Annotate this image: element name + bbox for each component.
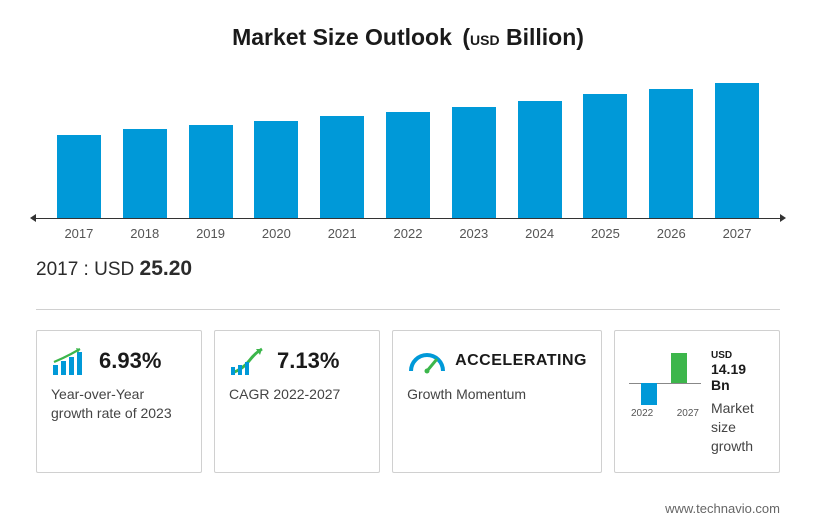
bar	[518, 101, 562, 219]
bar	[583, 94, 627, 219]
card-size-growth: 2022 2027 USD 14.19 Bn Market size growt…	[614, 330, 780, 473]
bar	[189, 125, 233, 219]
chart-container: Market Size Outlook (USD Billion) 201720…	[0, 0, 816, 473]
x-tick-label: 2018	[112, 226, 178, 241]
bar-col	[375, 112, 441, 219]
x-axis	[36, 218, 780, 219]
x-axis-labels: 2017201820192020202120222023202420252026…	[46, 226, 770, 241]
growth-arrow-icon	[229, 345, 269, 377]
x-tick-label: 2027	[704, 226, 770, 241]
highlight-currency: USD	[94, 259, 134, 280]
bar-col	[704, 83, 770, 219]
mini-label-2022: 2022	[631, 408, 653, 419]
card-momentum: ACCELERATING Growth Momentum	[392, 330, 602, 473]
chart-unit: (USD Billion)	[462, 24, 584, 50]
bar	[123, 129, 167, 219]
x-tick-label: 2020	[243, 226, 309, 241]
x-tick-label: 2025	[573, 226, 639, 241]
bar-col	[309, 116, 375, 219]
cagr-value: 7.13%	[277, 348, 339, 374]
highlight-value: 25.20	[140, 257, 193, 280]
bar	[386, 112, 430, 219]
cagr-label: CAGR 2022-2027	[229, 385, 365, 404]
bar-col	[112, 129, 178, 219]
bar	[649, 89, 693, 219]
mini-bar-chart: 2022 2027	[629, 345, 701, 415]
bar-col	[573, 94, 639, 219]
size-growth-value: USD 14.19 Bn	[711, 345, 765, 393]
card-cagr: 7.13% CAGR 2022-2027	[214, 330, 380, 473]
x-tick-label: 2021	[309, 226, 375, 241]
cards-row: 6.93% Year-over-Year growth rate of 2023…	[36, 330, 780, 473]
chart-title: Market Size Outlook	[232, 24, 452, 50]
highlight-year: 2017	[36, 259, 78, 280]
card-yoy: 6.93% Year-over-Year growth rate of 2023	[36, 330, 202, 473]
bar	[254, 121, 298, 219]
x-tick-label: 2023	[441, 226, 507, 241]
x-tick-label: 2022	[375, 226, 441, 241]
bar-col	[46, 135, 112, 219]
gauge-icon	[407, 345, 447, 377]
footer-source: www.technavio.com	[665, 501, 780, 516]
bar	[320, 116, 364, 219]
x-tick-label: 2024	[507, 226, 573, 241]
bar-col	[507, 101, 573, 219]
yoy-value: 6.93%	[99, 348, 161, 374]
title-currency: USD	[470, 32, 500, 48]
yoy-label: Year-over-Year growth rate of 2023	[51, 385, 187, 423]
bar-chart: 2017201820192020202120222023202420252026…	[36, 69, 780, 237]
bar	[57, 135, 101, 219]
momentum-label: Growth Momentum	[407, 385, 587, 404]
bars-group	[46, 79, 770, 219]
bar	[715, 83, 759, 219]
divider	[36, 309, 780, 310]
bar-col	[243, 121, 309, 219]
x-tick-label: 2019	[178, 226, 244, 241]
title-unit-word: Billion	[506, 24, 576, 50]
highlight-row: 2017 : USD 25.20	[36, 251, 780, 309]
x-tick-label: 2026	[638, 226, 704, 241]
bar-col	[441, 107, 507, 219]
mini-bar-2027	[671, 353, 687, 383]
bar-trend-icon	[51, 345, 91, 377]
x-tick-label: 2017	[46, 226, 112, 241]
bar	[452, 107, 496, 219]
title-row: Market Size Outlook (USD Billion)	[36, 24, 780, 51]
size-growth-label: Market size growth	[711, 399, 765, 456]
momentum-value: ACCELERATING	[455, 352, 587, 370]
bar-col	[638, 89, 704, 219]
mini-bar-2022	[641, 383, 657, 405]
mini-label-2027: 2027	[677, 408, 699, 419]
bar-col	[178, 125, 244, 219]
